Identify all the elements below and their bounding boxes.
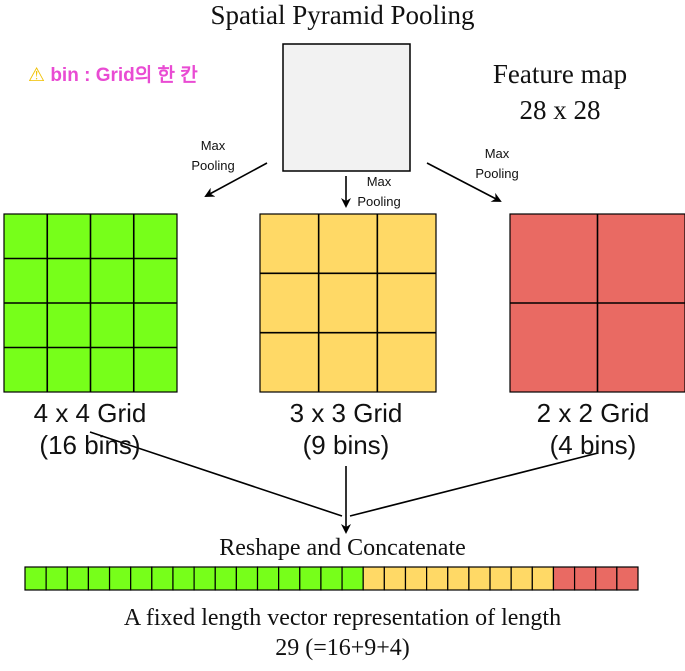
vector-cell: [45, 566, 68, 591]
vector-caption-line2: 29 (=16+9+4): [275, 635, 410, 661]
vector-cell: [108, 566, 132, 591]
vector-cell: [235, 566, 259, 591]
vector-cell: [214, 566, 237, 591]
grid-label-2x2: 2 x 2 Grid (4 bins): [503, 397, 683, 461]
vector-cell: [510, 566, 533, 591]
vector-cell: [151, 566, 174, 591]
vector-cell: [447, 566, 470, 591]
feature-map-box: [282, 43, 411, 172]
vector-cell: [426, 566, 449, 591]
vector-cell: [468, 566, 491, 591]
vector-cell: [66, 566, 90, 591]
feature-map-size: 28 x 28: [519, 95, 601, 125]
grid-label-2x2-title: 2 x 2 Grid: [536, 398, 650, 428]
pool-label-middle-line2: Pooling: [357, 194, 401, 209]
grid-3x3: [259, 213, 437, 393]
pool-label-left-line1: Max: [200, 138, 226, 153]
vector-cell: [404, 566, 428, 591]
vector-cell: [256, 566, 280, 591]
grid-label-3x3-bins: (9 bins): [302, 430, 390, 460]
pool-label-right-line2: Pooling: [475, 166, 519, 181]
feature-map-title: Feature map: [492, 59, 628, 89]
diagram-title: Spatial Pyramid Pooling: [210, 0, 475, 30]
vector-cell: [595, 566, 618, 591]
vector-caption-line1: A fixed length vector representation of …: [123, 605, 562, 631]
vector-cell: [552, 566, 576, 591]
reshape-label: Reshape and Concatenate: [219, 535, 466, 561]
pool-label-left: Max Pooling: [178, 136, 248, 176]
bin-note: ⚠ bin : Grid의 한 칸: [28, 60, 198, 87]
pool-label-middle: Max Pooling: [344, 172, 414, 212]
grid-label-4x4: 4 x 4 Grid (16 bins): [0, 397, 180, 461]
merge-line-right: [349, 452, 599, 517]
vector-cell: [489, 566, 512, 591]
grid-label-4x4-title: 4 x 4 Grid: [33, 398, 147, 428]
vector-cell: [341, 566, 364, 591]
vector-cell: [616, 566, 639, 591]
vector-cell: [193, 566, 216, 591]
grid-label-3x3: 3 x 3 Grid (9 bins): [256, 397, 436, 461]
grid-background: [259, 213, 437, 393]
warning-icon: ⚠: [28, 65, 46, 86]
vector-cell: [130, 566, 153, 591]
pool-arrow-right: [426, 162, 502, 202]
pool-arrow-left: [204, 162, 268, 197]
pool-label-right: Max Pooling: [462, 144, 532, 184]
vector-cell: [320, 566, 343, 591]
vector-cell: [383, 566, 407, 591]
grid-4x4: [3, 213, 178, 393]
vector-cell: [362, 566, 385, 591]
output-vector: [24, 566, 639, 591]
vector-cell: [87, 566, 111, 591]
merge-line-left: [89, 431, 343, 517]
grid-label-4x4-bins: (16 bins): [39, 430, 141, 460]
pool-label-right-line1: Max: [484, 146, 510, 161]
vector-cell: [278, 566, 301, 591]
vector-cell: [172, 566, 195, 591]
vector-cell: [531, 566, 555, 591]
vector-cell: [24, 566, 47, 591]
feature-map-label: Feature map 28 x 28: [470, 56, 650, 128]
pool-label-middle-line1: Max: [366, 174, 392, 189]
grid-label-3x3-title: 3 x 3 Grid: [289, 398, 403, 428]
vector-cell: [299, 566, 322, 591]
bin-note-text: bin : Grid의 한 칸: [50, 65, 198, 86]
vector-caption: A fixed length vector representation of …: [0, 603, 685, 663]
vector-cell: [573, 566, 597, 591]
pool-label-left-line2: Pooling: [191, 158, 235, 173]
grid-2x2: [509, 213, 685, 393]
grid-label-2x2-bins: (4 bins): [549, 430, 637, 460]
